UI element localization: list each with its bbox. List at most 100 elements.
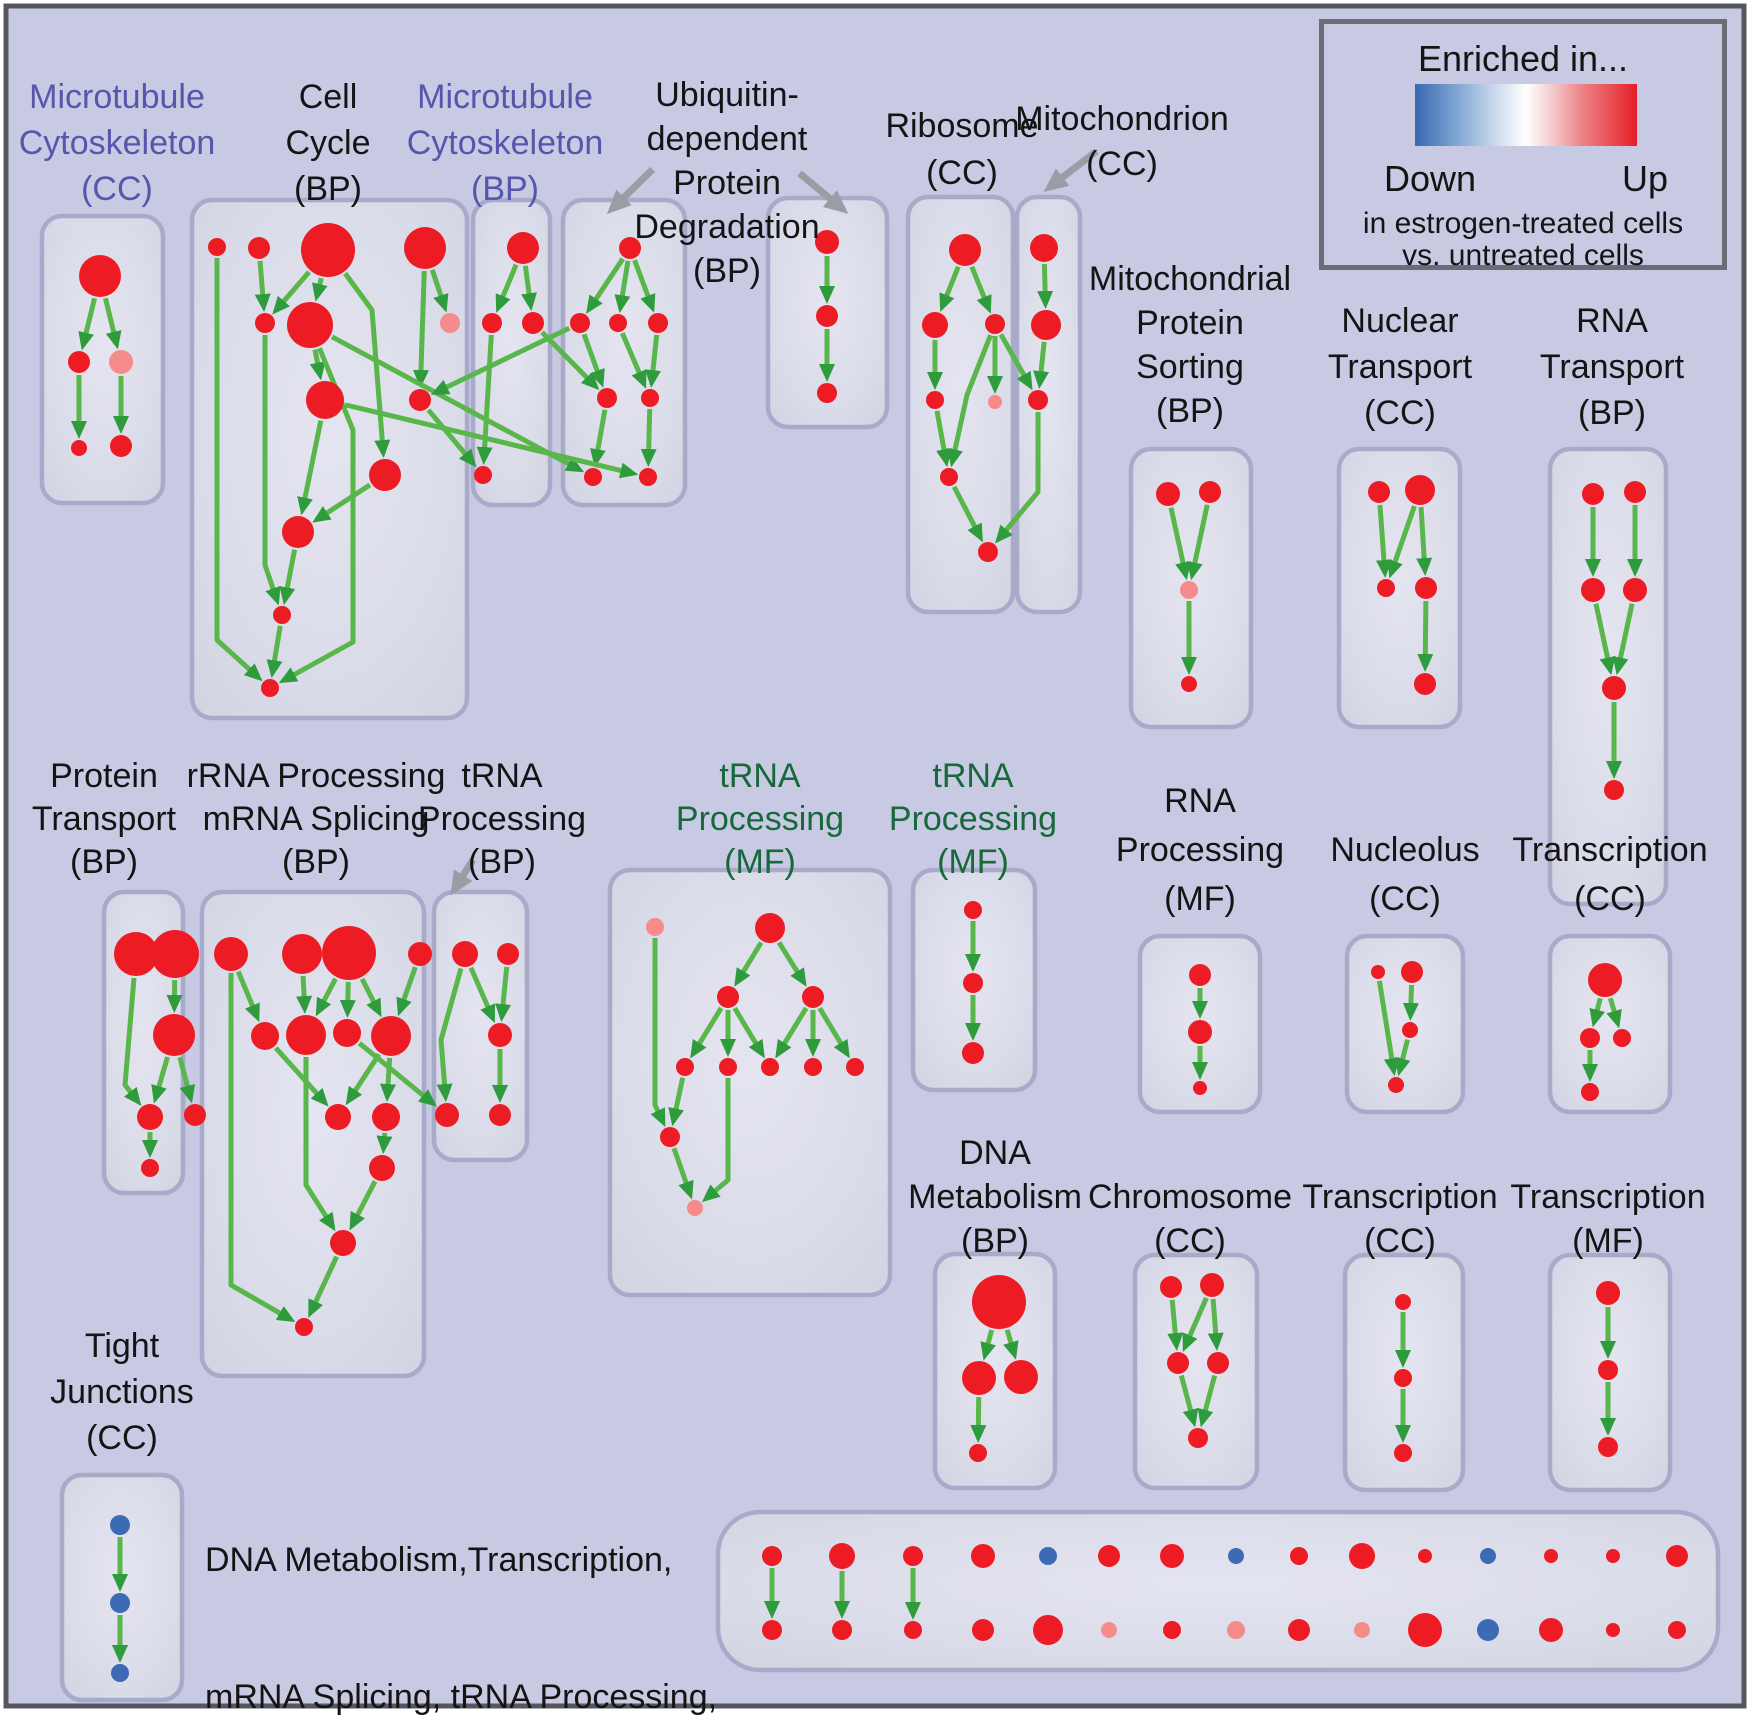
go-term-node: [255, 313, 275, 333]
go-term-node: [522, 312, 544, 334]
cluster-label-mito-sort: Mitochondrial Protein Sorting (BP): [1089, 260, 1291, 430]
go-term-node: [1581, 1083, 1599, 1101]
relation-edge: [1197, 1374, 1218, 1428]
go-term-node: [969, 1444, 987, 1462]
relation-edge: [640, 408, 657, 468]
go-term-node: [802, 986, 824, 1008]
cluster-label-rna-transport: RNA Transport (BP): [1540, 302, 1685, 432]
cluster-label-dna-metab: DNA Metabolism (BP): [908, 1134, 1082, 1260]
go-term-node: [922, 312, 948, 338]
go-term-node: [762, 1546, 782, 1566]
relation-edge: [429, 269, 449, 313]
relation-edge: [495, 263, 519, 313]
go-term-node: [440, 313, 460, 333]
relation-edge: [396, 966, 418, 1017]
go-term-node: [1377, 579, 1395, 597]
go-term-node: [325, 1104, 351, 1130]
go-term-node: [111, 1664, 129, 1682]
go-term-node: [68, 351, 90, 373]
relation-edge: [1375, 504, 1392, 579]
cluster-label-rrna: rRNA Processing mRNA Splicing (BP): [187, 757, 446, 881]
relation-edge: [412, 270, 429, 389]
annotation-arrow: [606, 166, 656, 215]
relation-edge: [436, 967, 464, 1103]
cluster-label-trna-mf-1: tRNA Processing (MF): [676, 757, 844, 881]
go-term-node: [646, 918, 664, 936]
go-term-node: [1004, 1360, 1038, 1394]
go-term-node: [762, 1620, 782, 1640]
relation-edge: [581, 333, 605, 388]
cluster-label-transcription-mf: Transcription (MF): [1510, 1178, 1705, 1260]
relation-edge: [151, 1056, 170, 1104]
relation-edge: [980, 1329, 996, 1361]
go-term-node: [904, 1621, 922, 1639]
relation-edge: [266, 625, 283, 679]
go-term-node: [507, 232, 539, 264]
go-term-node: [1033, 1615, 1063, 1645]
go-term-node: [214, 937, 248, 971]
relation-edge: [1416, 506, 1433, 577]
go-term-node: [1415, 577, 1437, 599]
go-term-node: [1588, 963, 1622, 997]
cluster-label-rna-mf: RNA Processing (MF): [1116, 782, 1284, 918]
relation-edge: [468, 966, 496, 1024]
go-term-node: [273, 606, 291, 624]
go-term-node: [1408, 1613, 1442, 1647]
go-term-node: [404, 227, 446, 269]
relation-edge: [262, 335, 281, 606]
go-term-node: [1290, 1547, 1308, 1565]
relation-edge: [1606, 997, 1622, 1029]
relation-edge: [690, 1006, 724, 1059]
go-term-node: [940, 468, 958, 486]
cluster-label-transcription-cc-2: Transcription (CC): [1512, 831, 1707, 918]
cluster-label-mt-bp: Microtubule Cytoskeleton (BP): [407, 78, 604, 208]
go-term-node: [452, 941, 478, 967]
relation-edge: [1037, 263, 1054, 310]
legend-subtitle-2: vs. untreated cells: [1402, 239, 1644, 272]
go-term-node: [295, 1318, 313, 1336]
relation-edge: [339, 981, 356, 1019]
go-term-node: [369, 1155, 395, 1181]
relation-edge: [476, 334, 494, 466]
go-term-node: [829, 1543, 855, 1569]
relation-edge: [775, 1006, 809, 1059]
go-term-node: [1193, 1081, 1207, 1095]
relation-edge: [1207, 1298, 1224, 1352]
go-term-node: [488, 1023, 512, 1047]
go-term-node: [1388, 1077, 1404, 1093]
go-term-node: [815, 230, 839, 254]
go-term-node: [1181, 676, 1197, 692]
go-term-node: [648, 313, 668, 333]
text-line: mRNA Splicing, tRNA Processing,: [205, 1677, 718, 1715]
cluster-label-mt-cc: Microtubule Cytoskeleton (CC): [19, 78, 216, 208]
relation-edge: [312, 277, 328, 302]
legend-title: Enriched in...: [1417, 38, 1629, 79]
relation-edge: [303, 1057, 336, 1232]
go-term-node: [371, 1016, 411, 1056]
go-term-node: [79, 255, 121, 297]
go-term-node: [972, 1275, 1026, 1329]
relation-edge: [668, 1077, 686, 1127]
go-term-node: [1598, 1437, 1618, 1457]
go-term-node: [1623, 578, 1647, 602]
go-term-node: [1544, 1549, 1558, 1563]
go-term-node: [926, 391, 944, 409]
go-term-node: [261, 679, 279, 697]
relation-edge: [817, 1006, 850, 1059]
relation-edge: [359, 977, 382, 1018]
go-term-node: [1354, 1622, 1370, 1638]
go-term-node: [301, 223, 355, 277]
go-term-node: [1401, 961, 1423, 983]
go-term-node: [153, 1014, 195, 1056]
go-term-node: [570, 313, 590, 333]
relation-edge: [620, 332, 647, 389]
relation-edge: [645, 334, 661, 389]
relation-edge: [1187, 504, 1210, 581]
relation-edge: [426, 408, 477, 468]
go-term-node: [609, 314, 627, 332]
cluster-box-misc: [715, 1509, 1721, 1673]
go-term-node: [137, 1104, 163, 1130]
relation-edge: [228, 973, 296, 1323]
relation-edge: [315, 977, 338, 1017]
go-term-node: [903, 1546, 923, 1566]
